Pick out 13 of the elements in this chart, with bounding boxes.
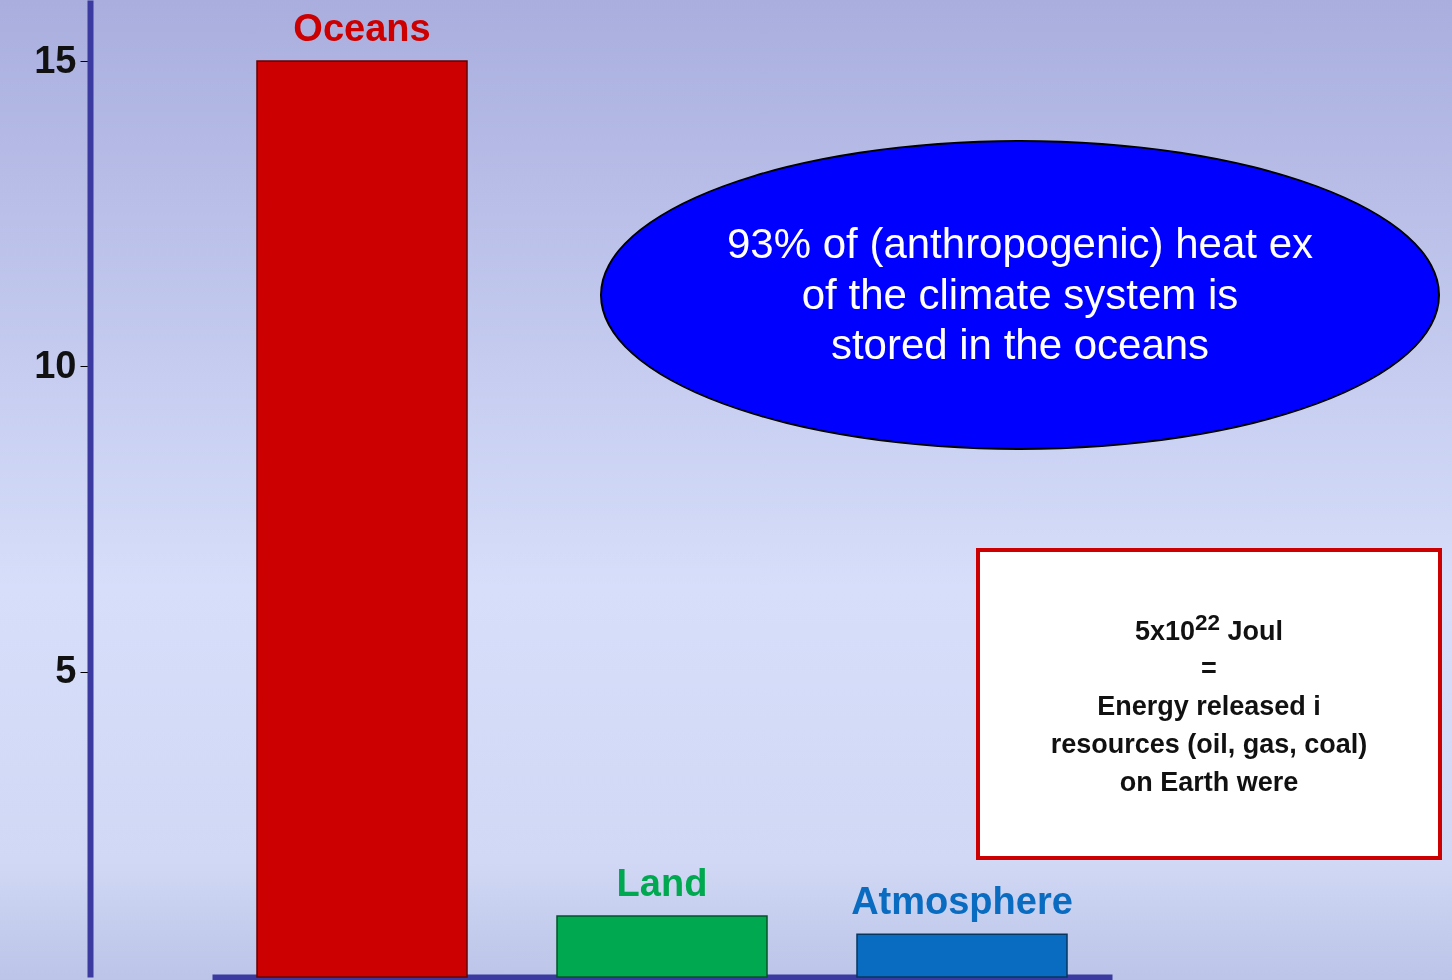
y-tick-label: 5: [55, 649, 77, 692]
x-tick-label: Oceans: [293, 7, 431, 50]
y-tick-label: 15: [34, 38, 77, 81]
text-box: 5x10$^{22}$ Joul = Energy released i resources (oil, gas, coal) on Earth were: [976, 548, 1442, 860]
x-tick-label: Land: [616, 861, 708, 904]
annotation: 93% of (anthropogenic) heat ex of the climate system is stored in the oceans: [726, 219, 1314, 371]
annotation: 5x10$^{22}$ Joul = Energy released i resources (oil, gas, coal) on Earth were: [1050, 608, 1368, 799]
bar: [256, 60, 468, 978]
x-tick-label: Atmosphere: [851, 880, 1073, 923]
ellipse-callout: 93% of (anthropogenic) heat ex of the climate system is stored in the oceans: [600, 140, 1440, 450]
bar: [556, 915, 768, 978]
y-tick-label: 10: [34, 343, 77, 386]
bar: [856, 933, 1068, 978]
